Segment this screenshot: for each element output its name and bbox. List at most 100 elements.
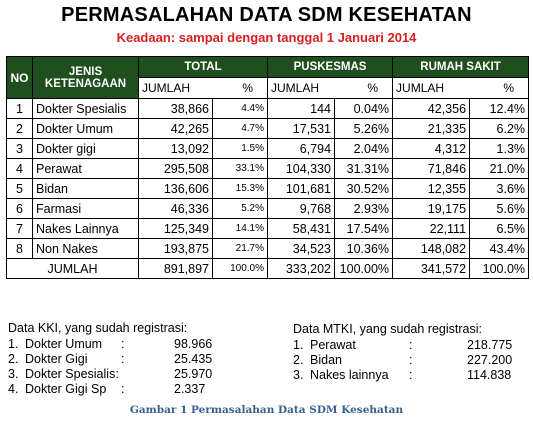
rs-pct-cell: 21.0%: [469, 158, 530, 179]
total-jumlah-cell: 136,606: [138, 178, 213, 199]
total-jumlah-subheader: JUMLAH: [138, 77, 213, 99]
table-row: 8 Non Nakes 193,875 21.7% 34,523 10.36% 148,08…: [6, 238, 530, 259]
rs-pct-cell: 6.2%: [469, 118, 530, 139]
puskesmas-jumlah-cell: 101,681: [267, 178, 336, 199]
total-pct-cell: 21.7%: [211, 238, 269, 259]
kki-item-number: 2.: [8, 352, 19, 366]
kki-heading: Data KKI, yang sudah registrasi:: [8, 321, 188, 335]
figure-caption: Gambar 1 Permasalahan Data SDM Kesehatan: [129, 404, 404, 416]
col-jenis-header-line1: JENIS: [68, 65, 103, 78]
rs-jumlah-cell: 42,356: [392, 98, 471, 119]
puskesmas-pct-cell: 5.26%: [334, 118, 394, 139]
puskesmas-jumlah-cell: 17,531: [267, 118, 336, 139]
mtki-item: 1. Perawat: 218.775: [293, 338, 512, 353]
mtki-heading: Data MTKI, yang sudah registrasi:: [293, 322, 482, 336]
kki-item-value: 2.337: [174, 382, 206, 396]
total-jumlah-cell: 46,336: [138, 198, 213, 219]
rs-pct-cell: 6.5%: [469, 218, 530, 239]
col-rumah-sakit-header: RUMAH SAKIT: [392, 56, 530, 78]
total-pct-cell: 33.1%: [211, 158, 269, 179]
kki-item-value: 25.970: [174, 367, 213, 381]
total-row-puskesmas-pct: 100.00%: [334, 258, 394, 279]
puskesmas-pct-cell: 2.93%: [334, 198, 394, 219]
mtki-item-separator: :: [409, 368, 413, 382]
mtki-item-number: 3.: [293, 368, 304, 382]
kki-item: 2. Dokter Gigi: 25.435: [8, 352, 212, 367]
total-row-total-jumlah: 891,897: [138, 258, 213, 279]
table-row: 3 Dokter gigi 13,092 1.5% 6,794 2.04% 4,312 1.3…: [6, 138, 530, 159]
mtki-item-number: 1.: [293, 338, 304, 352]
row-jenis: Nakes Lainnya: [32, 218, 139, 239]
kki-item-value: 25.435: [174, 352, 213, 366]
kki-item-label: Dokter Spesialis:: [25, 367, 119, 381]
kki-item-number: 4.: [8, 382, 19, 396]
rs-pct-subheader: %: [469, 77, 530, 99]
kki-item: 4. Dokter Gigi Sp: 2.337: [8, 382, 205, 397]
total-pct-cell: 14.1%: [211, 218, 269, 239]
rs-jumlah-cell: 19,175: [392, 198, 471, 219]
sdm-table: NO JENIS KETENAGAAN TOTAL PUSKESMAS RUMA…: [6, 56, 530, 279]
kki-item-separator: :: [121, 352, 125, 366]
row-jenis: Perawat: [32, 158, 139, 179]
total-jumlah-cell: 38,866: [138, 98, 213, 119]
puskesmas-pct-cell: 31.31%: [334, 158, 394, 179]
rs-jumlah-cell: 148,082: [392, 238, 471, 259]
row-no: 5: [6, 178, 33, 199]
puskesmas-jumlah-cell: 6,794: [267, 138, 336, 159]
table-row: 5 Bidan 136,606 15.3% 101,681 30.52% 12,355 3.6…: [6, 178, 530, 199]
total-pct-cell: 1.5%: [211, 138, 269, 159]
rs-jumlah-cell: 12,355: [392, 178, 471, 199]
table-row: 2 Dokter Umum 42,265 4.7% 17,531 5.26% 21,335 6…: [6, 118, 530, 139]
total-row: JUMLAH 891,897 100.0% 333,202 100.00% 341,572…: [6, 258, 530, 279]
total-jumlah-cell: 13,092: [138, 138, 213, 159]
rs-jumlah-subheader: JUMLAH: [392, 77, 470, 99]
col-jenis-header: JENIS KETENAGAAN: [32, 56, 139, 99]
row-jenis: Farmasi: [32, 198, 139, 219]
puskesmas-jumlah-cell: 104,330: [267, 158, 336, 179]
mtki-item-value: 218.775: [467, 338, 513, 352]
row-no: 3: [6, 138, 33, 159]
mtki-item-value: 227.200: [467, 353, 513, 367]
kki-list: 1. Dokter Umum: 98.966 2. Dokter Gigi: 25.435…: [8, 337, 212, 397]
total-jumlah-cell: 295,508: [138, 158, 213, 179]
mtki-item-label: Bidan: [310, 353, 342, 367]
rs-jumlah-cell: 21,335: [392, 118, 471, 139]
row-no: 2: [6, 118, 33, 139]
row-jenis: Bidan: [32, 178, 139, 199]
row-no: 6: [6, 198, 33, 219]
puskesmas-jumlah-cell: 9,768: [267, 198, 336, 219]
kki-item-value: 98.966: [174, 337, 213, 351]
kki-item-label: Dokter Umum: [25, 337, 103, 351]
table-row: 1 Dokter Spesialis 38,866 4.4% 144 0.04% 42,35…: [6, 98, 530, 119]
puskesmas-pct-cell: 10.36%: [334, 238, 394, 259]
row-no: 8: [6, 238, 33, 259]
rs-pct-cell: 12.4%: [469, 98, 530, 119]
rs-jumlah-cell: 22,111: [392, 218, 471, 239]
total-jumlah-cell: 42,265: [138, 118, 213, 139]
kki-item-label: Dokter Gigi Sp: [25, 382, 107, 396]
total-row-puskesmas-jumlah: 333,202: [267, 258, 336, 279]
row-no: 7: [6, 218, 33, 239]
total-pct-cell: 5.2%: [211, 198, 269, 219]
puskesmas-pct-subheader: %: [334, 77, 394, 99]
total-pct-subheader: %: [212, 77, 269, 99]
mtki-item-value: 114.838: [467, 368, 512, 382]
puskesmas-jumlah-cell: 144: [267, 98, 336, 119]
row-jenis: Non Nakes: [32, 238, 139, 259]
table-row: 7 Nakes Lainnya 125,349 14.1% 58,431 17.54% 22…: [6, 218, 530, 239]
rs-pct-cell: 3.6%: [469, 178, 530, 199]
total-pct-cell: 4.7%: [211, 118, 269, 139]
total-row-rs-jumlah: 341,572: [392, 258, 471, 279]
puskesmas-pct-cell: 30.52%: [334, 178, 394, 199]
kki-item: 3. Dokter Spesialis: 25.970: [8, 367, 212, 382]
mtki-item-label: Nakes lainnya: [310, 368, 389, 382]
row-jenis: Dokter Umum: [32, 118, 139, 139]
rs-pct-cell: 1.3%: [469, 138, 530, 159]
puskesmas-jumlah-cell: 58,431: [267, 218, 336, 239]
rs-pct-cell: 43.4%: [469, 238, 530, 259]
total-jumlah-cell: 193,875: [138, 238, 213, 259]
mtki-item-separator: :: [409, 338, 413, 352]
col-jenis-header-line2: KETENAGAAN: [44, 77, 127, 90]
total-row-rs-pct: 100.0%: [469, 258, 530, 279]
puskesmas-pct-cell: 2.04%: [334, 138, 394, 159]
